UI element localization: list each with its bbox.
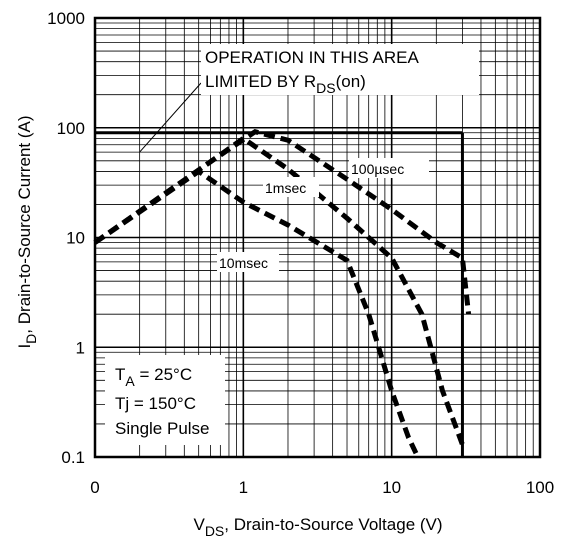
plot-frame [93,16,542,459]
rds-annotation: OPERATION IN THIS AREA LIMITED BY RDS(on… [139,44,479,153]
y-tick-label: 1 [76,338,85,357]
series-label-1ms: 1msec [265,180,306,196]
rds-annotation-line2: LIMITED BY RDS(on) [205,72,366,96]
series-label-100us: 100µsec [351,161,404,177]
condition-pulse: Single Pulse [115,419,210,438]
y-axis-title: ID, Drain-to-Source Current (A) [15,115,39,348]
rds-leader-line [139,82,202,153]
condition-ta: TA = 25°C [115,365,192,389]
series-label-10ms: 10msec [219,255,268,271]
y-tick-label: 1000 [47,9,85,28]
label-100us-bg [349,158,429,178]
label-10ms-bg [217,252,279,272]
x-axis-title: VDS, Drain-to-Source Voltage (V) [193,515,442,539]
tick-labels: 0 1 10 100 0.1 1 10 100 1000 [47,9,554,497]
y-tick-label: 0.1 [61,448,85,467]
label-1ms-bg [263,177,319,197]
x-tick-label: 100 [526,478,554,497]
series-curves [93,128,472,459]
rds-annotation-line1: OPERATION IN THIS AREA [205,48,419,67]
y-tick-label: 100 [57,119,85,138]
x-tick-label: 0 [90,478,99,497]
x-tick-label: 1 [239,478,248,497]
rds-annotation-bg [201,44,479,95]
conditions-bg [105,355,225,445]
y-tick-label: 10 [66,229,85,248]
x-tick-label: 10 [382,478,401,497]
condition-tj: Tj = 150°C [115,394,196,413]
